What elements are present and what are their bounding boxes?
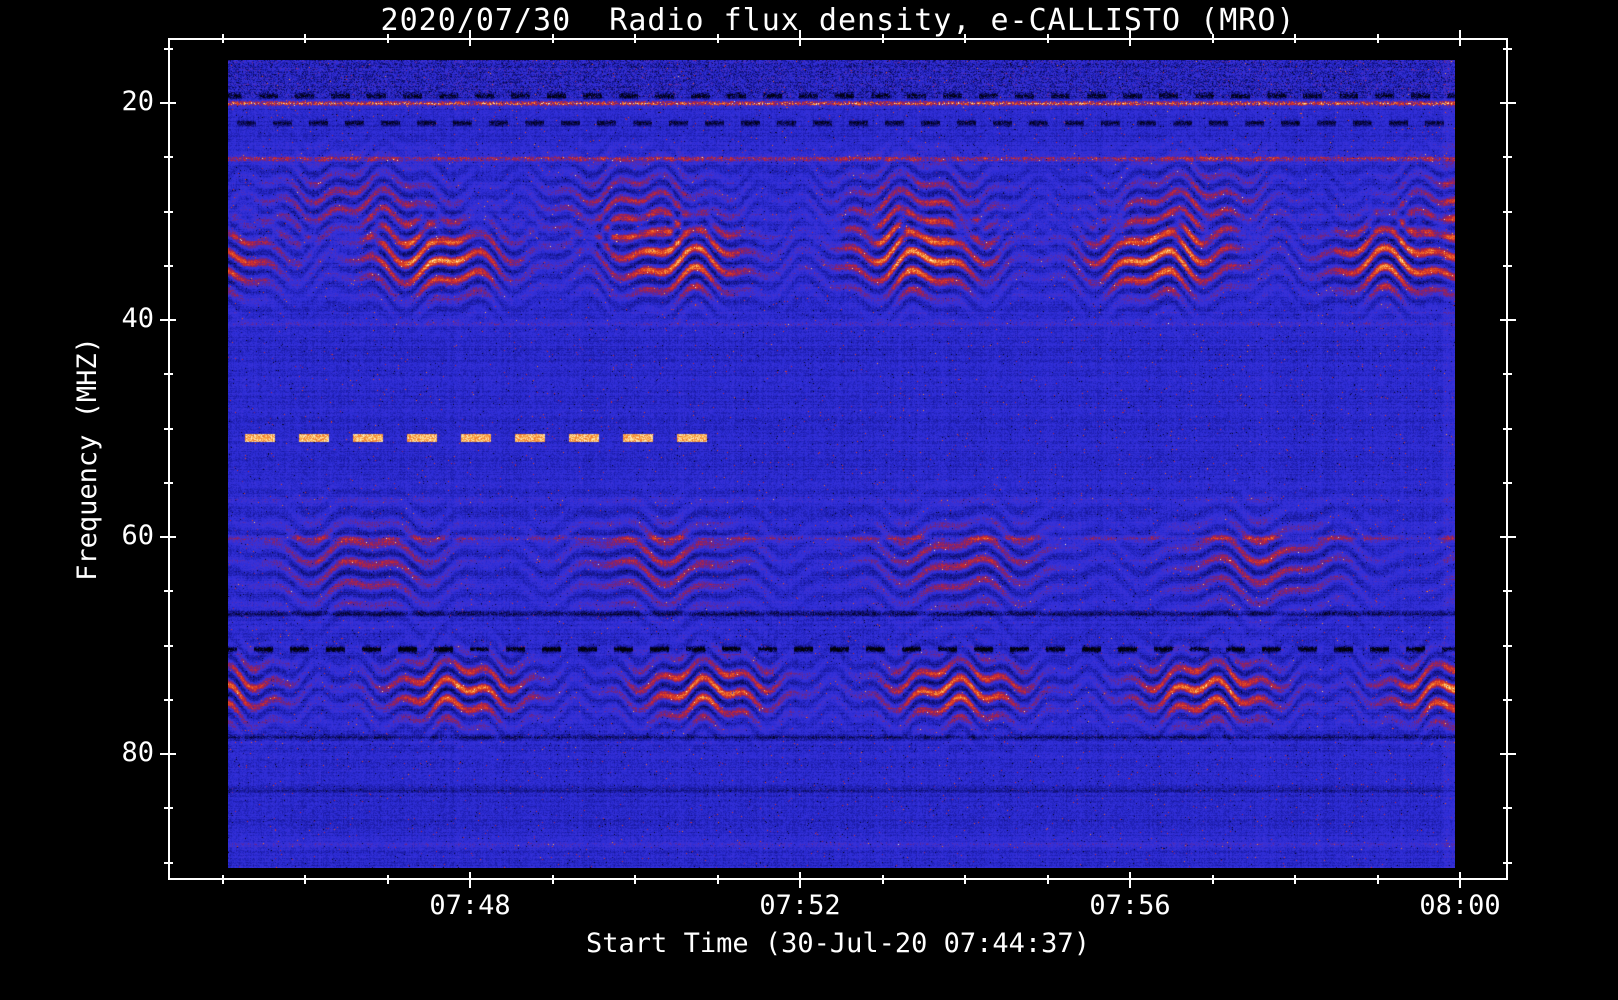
axis-tick: [1503, 481, 1512, 484]
axis-tick: [164, 47, 173, 50]
axis-tick: [1376, 34, 1379, 43]
y-tick-label: 80: [121, 737, 154, 768]
y-tick-label: 20: [121, 86, 154, 117]
x-axis-label: Start Time (30-Jul-20 07:44:37): [586, 928, 1090, 959]
axis-tick: [1503, 47, 1512, 50]
axis-tick: [1503, 373, 1512, 376]
axis-tick: [160, 102, 176, 104]
axis-tick: [551, 34, 554, 43]
axis-tick: [1500, 536, 1516, 538]
axis-tick: [1503, 590, 1512, 593]
x-tick-label: 07:48: [429, 890, 511, 921]
axis-tick: [1211, 875, 1214, 884]
axis-tick: [1503, 156, 1512, 159]
axis-tick: [164, 698, 173, 701]
axis-tick: [164, 590, 173, 593]
axis-tick: [1503, 807, 1512, 810]
axis-tick: [164, 861, 173, 864]
x-tick-label: 08:00: [1419, 890, 1501, 921]
axis-tick: [1211, 34, 1214, 43]
axis-tick: [1500, 102, 1516, 104]
axis-tick: [881, 34, 884, 43]
axis-tick: [964, 34, 966, 43]
chart-title: 2020/07/30 Radio flux density, e-CALLIST…: [380, 3, 1296, 38]
axis-tick: [1294, 34, 1296, 43]
axis-tick: [1503, 644, 1512, 647]
spectrogram-heatmap-image: [228, 60, 1455, 868]
axis-tick: [1500, 319, 1516, 321]
plot-frame: [168, 38, 1508, 880]
axis-tick: [164, 210, 173, 213]
axis-tick: [221, 875, 224, 884]
axis-tick: [469, 872, 471, 888]
axis-tick: [964, 875, 966, 884]
y-tick-label: 40: [121, 303, 154, 334]
axis-tick: [469, 30, 471, 46]
axis-tick: [1503, 264, 1512, 267]
axis-tick: [1376, 875, 1379, 884]
axis-tick: [551, 875, 554, 884]
axis-tick: [304, 34, 306, 43]
axis-tick: [1503, 427, 1512, 430]
axis-tick: [164, 427, 173, 430]
axis-tick: [716, 34, 719, 43]
axis-tick: [160, 319, 176, 321]
axis-tick: [164, 644, 173, 647]
axis-tick: [1503, 210, 1512, 213]
axis-tick: [304, 875, 306, 884]
x-tick-label: 07:56: [1089, 890, 1171, 921]
axis-tick: [160, 536, 176, 538]
y-tick-label: 60: [121, 520, 154, 551]
axis-tick: [1459, 30, 1461, 46]
x-tick-label: 07:52: [759, 890, 841, 921]
axis-tick: [1500, 753, 1516, 755]
axis-tick: [164, 373, 173, 376]
axis-tick: [716, 875, 719, 884]
axis-tick: [1129, 30, 1131, 46]
axis-tick: [164, 156, 173, 159]
axis-tick: [799, 30, 801, 46]
y-axis-label: Frequency (MHZ): [72, 337, 103, 581]
axis-tick: [881, 875, 884, 884]
axis-tick: [164, 481, 173, 484]
axis-tick: [1046, 875, 1049, 884]
axis-tick: [386, 875, 389, 884]
axis-tick: [164, 264, 173, 267]
axis-tick: [164, 807, 173, 810]
axis-tick: [634, 875, 636, 884]
axis-tick: [160, 753, 176, 755]
axis-tick: [799, 872, 801, 888]
axis-tick: [1294, 875, 1296, 884]
axis-tick: [221, 34, 224, 43]
axis-tick: [1503, 698, 1512, 701]
axis-tick: [1129, 872, 1131, 888]
axis-tick: [386, 34, 389, 43]
axis-tick: [1503, 861, 1512, 864]
axis-tick: [1459, 872, 1461, 888]
axis-tick: [634, 34, 636, 43]
axis-tick: [1046, 34, 1049, 43]
